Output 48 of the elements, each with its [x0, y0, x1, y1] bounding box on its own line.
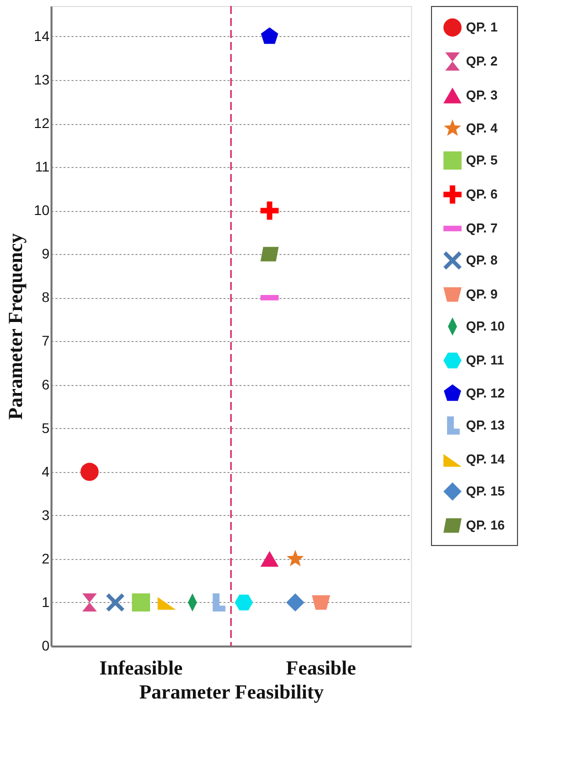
x-axis-title: Parameter Feasibility: [139, 682, 324, 704]
point: [132, 593, 150, 612]
y-tick-label: 8: [42, 289, 50, 306]
legend-label: QP. 3: [466, 88, 498, 102]
legend-label: QP. 4: [466, 120, 498, 136]
y-tick-label: 1: [42, 594, 50, 610]
point: [106, 593, 124, 612]
y-tick-label: 11: [34, 158, 50, 175]
y-tick-label: 5: [42, 420, 50, 436]
legend-label: QP. 13: [466, 418, 505, 432]
x-tick-label: Infeasible: [99, 658, 183, 680]
legend-label: QP. 12: [466, 386, 505, 400]
y-tick-label: 7: [42, 332, 50, 349]
legend-label: QP. 14: [466, 452, 506, 466]
y-tick-label: 14: [34, 28, 50, 44]
legend-label: QP. 2: [466, 54, 498, 68]
point: [260, 246, 279, 262]
legend-label: QP. 7: [466, 220, 498, 236]
point: [80, 462, 99, 481]
x-tick-label: Feasible: [286, 658, 356, 680]
y-tick-label: 3: [42, 506, 50, 523]
y-tick-label: 10: [34, 202, 50, 218]
y-tick-label: 4: [42, 463, 50, 480]
legend-label: QP. 9: [466, 286, 498, 302]
legend-label: QP. 16: [466, 518, 505, 532]
y-tick-label: 13: [34, 72, 50, 88]
y-axis-title: Parameter Frequency: [4, 233, 27, 420]
y-tick-label: 2: [42, 550, 50, 566]
legend-label: QP. 5: [466, 152, 498, 168]
point: [312, 595, 330, 610]
point: [260, 27, 278, 44]
y-tick-label: 9: [42, 246, 50, 262]
point: [82, 593, 97, 612]
point: [158, 597, 176, 610]
y-tick-label: 0: [42, 638, 50, 654]
legend-label: QP. 15: [466, 484, 505, 498]
legend-label: QP. 10: [466, 318, 505, 334]
point: [234, 594, 253, 610]
legend-label: QP. 6: [466, 186, 498, 202]
point: [260, 551, 279, 567]
legend-label: QP. 11: [466, 352, 504, 368]
legend-label: QP. 1: [466, 20, 498, 34]
y-tick-label: 12: [34, 115, 50, 132]
y-tick-label: 6: [42, 376, 50, 392]
point: [286, 550, 304, 566]
point: [260, 202, 279, 220]
point: [286, 593, 304, 612]
legend-label: QP. 8: [466, 252, 498, 268]
